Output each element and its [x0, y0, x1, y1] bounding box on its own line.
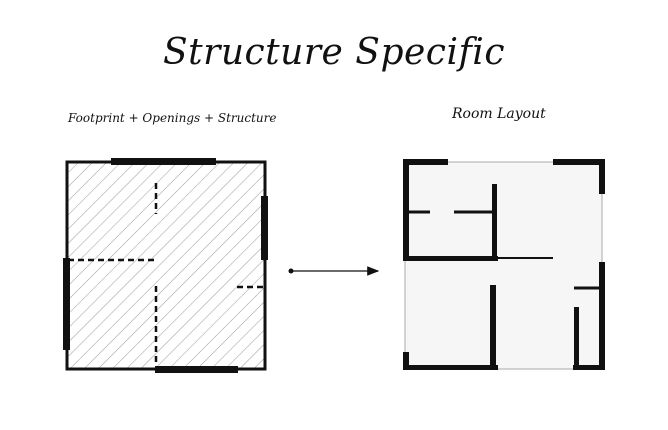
- structure-wall-bottom: [155, 366, 238, 373]
- wall-top-right: [553, 159, 604, 165]
- left-panel-label: Footprint + Openings + Structure: [68, 111, 277, 125]
- partition-right-vertical: [574, 307, 579, 370]
- wall-top-left: [403, 159, 448, 165]
- footprint-plan: [63, 158, 268, 373]
- structure-wall-right: [261, 196, 268, 260]
- right-panel-label: Room Layout: [452, 106, 546, 122]
- wall-bottom-left-h: [403, 365, 498, 370]
- partition-lower-vertical: [490, 285, 496, 370]
- partition-mid-horizontal: [403, 256, 498, 261]
- wall-left-upper: [403, 159, 409, 260]
- wall-bottom-left: [403, 352, 409, 370]
- structure-wall-left: [63, 258, 70, 350]
- transform-arrow: [288, 266, 380, 276]
- footprint-hatch: [65, 160, 267, 371]
- wall-bottom-right-h: [573, 365, 605, 370]
- wall-right-lower: [599, 262, 605, 370]
- room-layout-plan: [403, 159, 605, 370]
- diagram-title: Structure Specific: [163, 32, 505, 73]
- partition-upper-vertical: [492, 184, 497, 258]
- room-floor: [404, 161, 603, 370]
- wall-right-upper: [599, 159, 605, 194]
- structure-wall-top: [111, 158, 216, 165]
